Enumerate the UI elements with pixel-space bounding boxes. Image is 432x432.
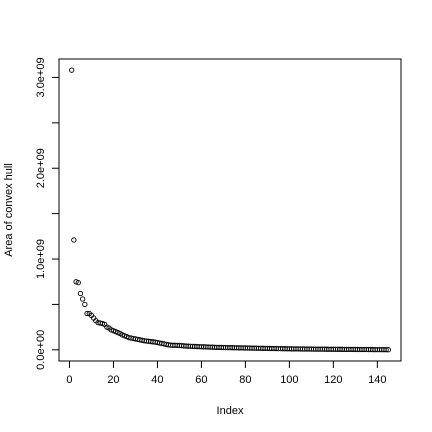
y-axis-title: Area of convex hull	[3, 163, 15, 257]
x-tick-label: 20	[107, 374, 119, 386]
x-axis: 0 20 40 60 80 100 120 140	[66, 360, 387, 386]
x-tick-label: 120	[324, 374, 342, 386]
data-point	[385, 347, 391, 353]
y-tick-label: 0.0e+00	[35, 330, 47, 370]
y-axis: 0.0e+00 1.0e+09 2.0e+09 3.0e+09	[35, 57, 60, 370]
x-tick-label: 40	[151, 374, 163, 386]
x-tick-label: 0	[66, 374, 72, 386]
x-tick-label: 100	[280, 374, 298, 386]
data-point	[80, 296, 86, 302]
data-point	[77, 290, 84, 297]
y-tick-label: 1.0e+09	[35, 239, 47, 279]
data-point	[69, 67, 75, 73]
y-tick-label: 3.0e+09	[35, 57, 47, 97]
x-axis-title: Index	[217, 405, 244, 417]
x-tick-label: 60	[195, 374, 207, 386]
data-point	[383, 347, 389, 353]
plot-frame	[58, 58, 402, 362]
y-tick-label: 2.0e+09	[35, 148, 47, 188]
data-points	[69, 67, 391, 353]
data-point	[75, 279, 81, 286]
x-tick-label: 80	[239, 374, 251, 386]
data-point	[82, 301, 88, 308]
x-tick-label: 140	[368, 374, 386, 386]
data-point	[84, 310, 90, 317]
data-point	[71, 237, 77, 243]
